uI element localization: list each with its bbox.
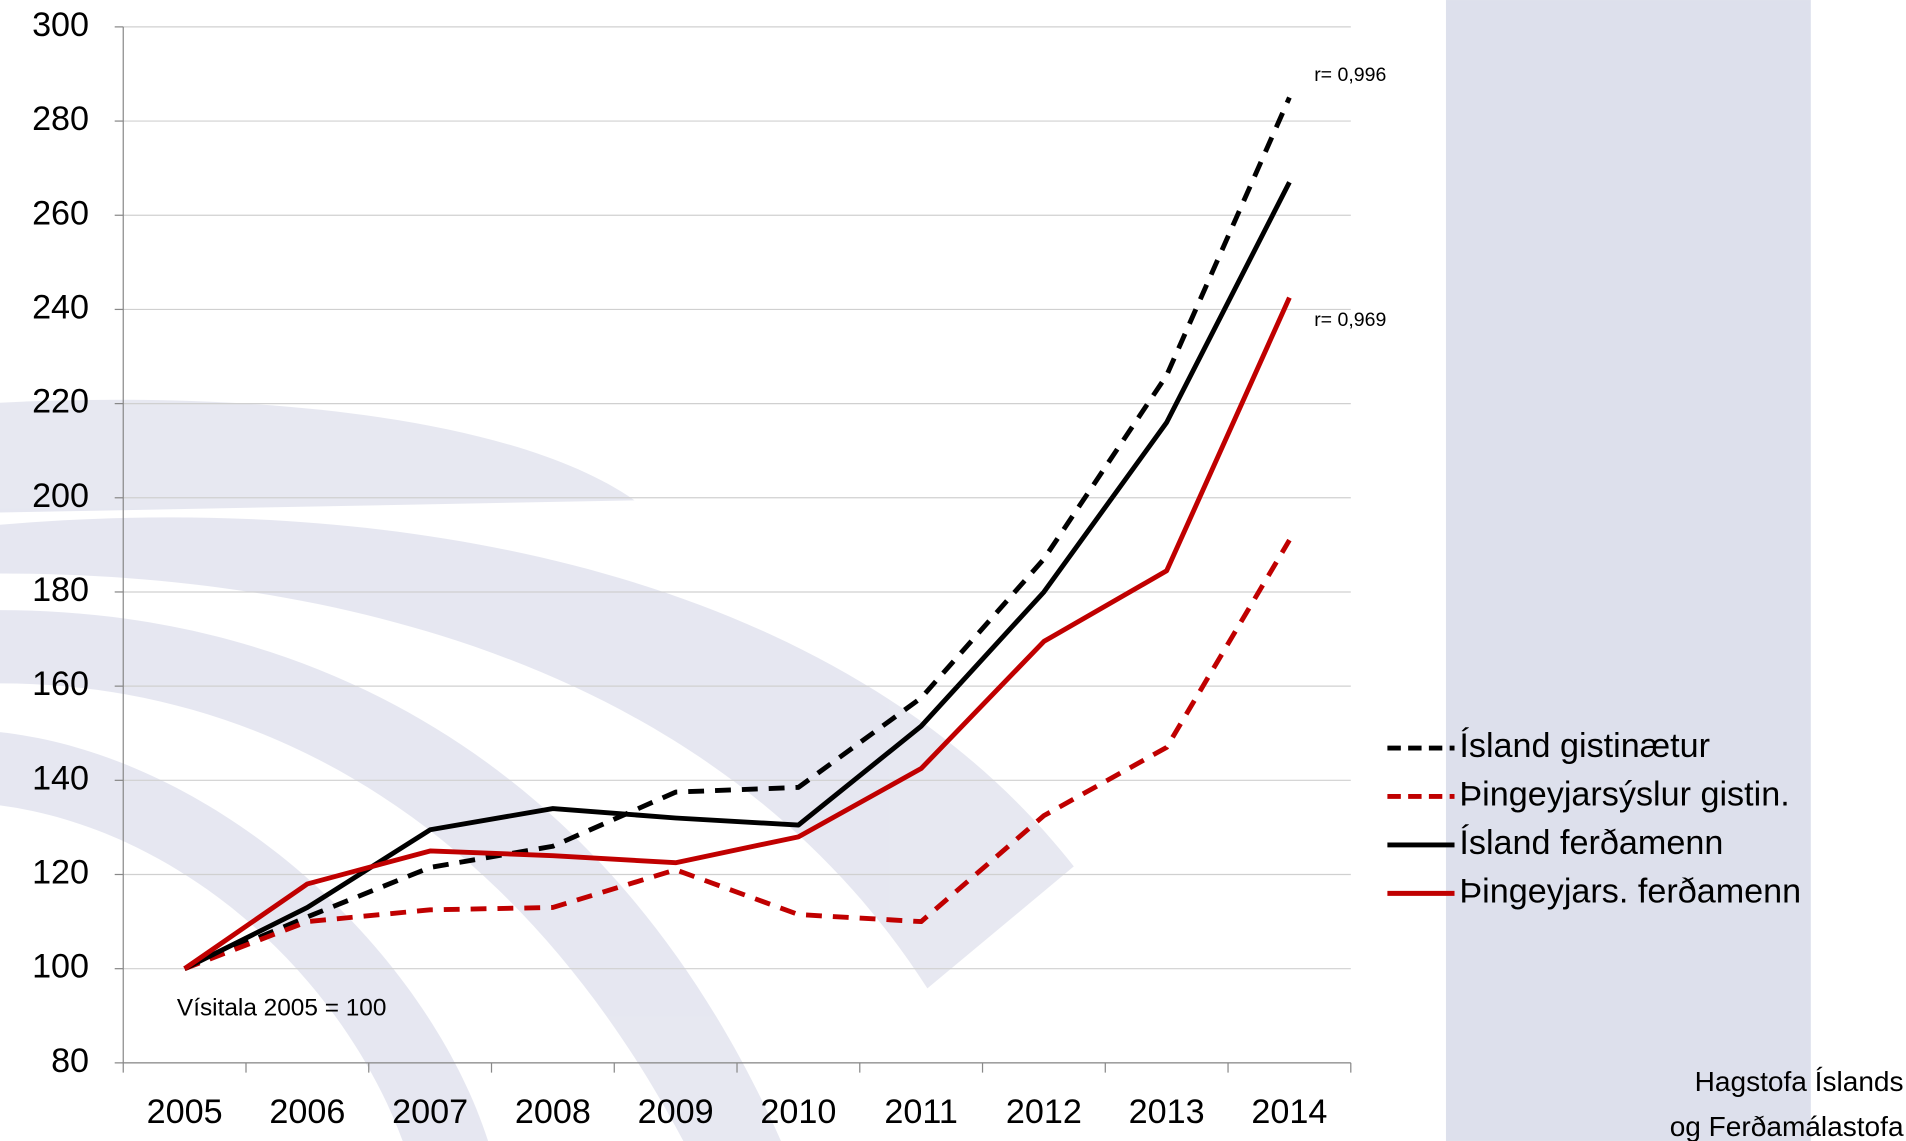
- line-series: [183, 296, 1292, 971]
- y-tick-label: 140: [32, 759, 89, 797]
- x-tick-label: 2011: [884, 1093, 957, 1131]
- y-tick-label: 300: [32, 6, 89, 44]
- x-tick-label: 2013: [1129, 1093, 1205, 1131]
- y-tick-label: 180: [32, 571, 89, 609]
- x-tick-label: 2008: [515, 1093, 591, 1131]
- source-note: Hagstofa Íslands: [1695, 1066, 1904, 1097]
- y-tick-label: 200: [32, 477, 89, 515]
- legend-label: Þingeyjarsýslur gistin.: [1459, 776, 1789, 814]
- legend-label: Ísland ferðamenn: [1459, 823, 1723, 862]
- source-note: og Ferðamálastofa: [1670, 1111, 1904, 1141]
- annotation: r= 0,969: [1314, 309, 1386, 331]
- legend-label: Ísland gistinætur: [1459, 726, 1710, 765]
- annotation: r= 0,996: [1314, 64, 1386, 86]
- legend-label: Þingeyjars. ferðamenn: [1459, 872, 1801, 910]
- y-tick-label: 160: [32, 665, 89, 703]
- x-tick-label: 2012: [1006, 1093, 1082, 1131]
- x-tick-label: 2014: [1251, 1093, 1327, 1131]
- y-tick-label: 260: [32, 194, 89, 232]
- x-tick-label: 2005: [147, 1093, 223, 1131]
- x-tick-label: 2006: [269, 1093, 345, 1131]
- y-tick-label: 120: [32, 854, 89, 892]
- y-tick-label: 220: [32, 383, 89, 421]
- watermark: [0, 399, 1074, 1141]
- y-tick-label: 280: [32, 100, 89, 138]
- line-series: [183, 538, 1292, 971]
- x-tick-label: 2009: [638, 1093, 714, 1131]
- y-tick-label: 80: [51, 1042, 89, 1080]
- x-tick-label: 2007: [392, 1093, 468, 1131]
- annotation: Vísitala 2005 = 100: [177, 995, 387, 1022]
- line-series: [183, 96, 1292, 971]
- y-tick-label: 240: [32, 288, 89, 326]
- x-tick-label: 2010: [760, 1093, 836, 1131]
- y-tick-label: 100: [32, 948, 89, 986]
- side-band: [1445, 0, 1811, 1141]
